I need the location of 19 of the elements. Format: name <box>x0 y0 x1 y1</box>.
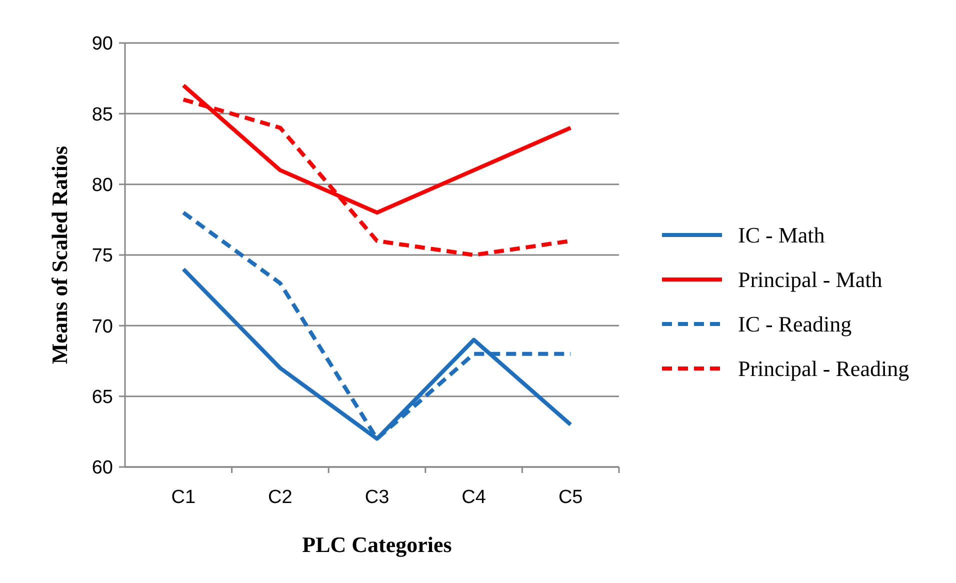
y-tick-label: 60 <box>92 458 113 479</box>
x-tick-label: C1 <box>171 487 196 508</box>
x-tick-label: C5 <box>558 487 583 508</box>
legend-label: IC - Math <box>738 222 825 248</box>
y-tick-label: 65 <box>92 386 113 408</box>
y-tick-label: 80 <box>92 174 113 196</box>
y-tick-label: 75 <box>92 246 113 267</box>
x-tick-label: C3 <box>364 487 390 508</box>
y-tick-label: 85 <box>92 104 113 126</box>
y-axis-title: Means of Scaled Ratios <box>47 145 72 364</box>
x-axis-title: PLC Categories <box>302 532 452 557</box>
legend-label: Principal - Reading <box>738 356 910 382</box>
line-series <box>181 210 573 441</box>
y-tick-label: 70 <box>92 316 113 338</box>
x-tick-label: C4 <box>462 487 486 508</box>
legend-label: IC - Reading <box>738 312 852 337</box>
legend-label: Principal - Math <box>738 267 882 292</box>
x-tick-label: C2 <box>268 487 292 508</box>
y-tick-label: 90 <box>92 34 113 55</box>
